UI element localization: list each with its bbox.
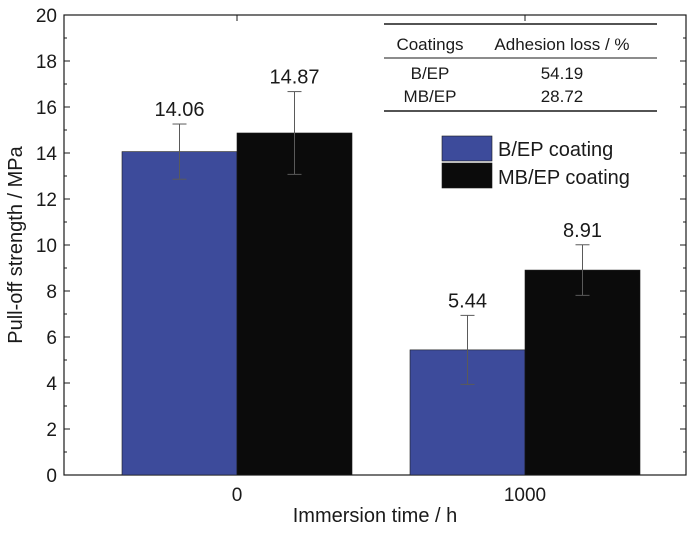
legend-swatch-mb-ep — [441, 162, 493, 189]
y-tick-label: 0 — [46, 466, 57, 487]
y-tick-label: 8 — [46, 282, 57, 303]
y-tick-label: 2 — [46, 420, 57, 441]
table-header-adhesion-loss: Adhesion loss / % — [494, 35, 629, 54]
legend-swatch-b-ep — [441, 135, 493, 162]
y-tick-label: 10 — [36, 236, 57, 257]
data-label: 14.87 — [269, 67, 319, 89]
y-axis-title: Pull-off strength / MPa — [5, 145, 27, 343]
data-label: 8.91 — [563, 220, 602, 242]
data-label: 14.06 — [154, 99, 204, 121]
y-axis: 0 2 4 6 8 10 12 14 16 18 20 — [36, 6, 686, 487]
legend-label-b-ep: B/EP coating — [498, 139, 613, 161]
x-tick-label: 1000 — [504, 485, 546, 506]
inset-table: Coatings Adhesion loss / % B/EP 54.19 MB… — [384, 23, 657, 112]
y-tick-label: 14 — [36, 144, 58, 165]
x-tick-label: 0 — [232, 485, 243, 506]
legend: B/EP coating MB/EP coating — [441, 135, 630, 189]
table-cell-loss-2: 28.72 — [541, 87, 584, 106]
y-tick-label: 4 — [46, 374, 57, 395]
y-tick-label: 16 — [36, 98, 57, 119]
bar-mb-ep-0 — [236, 132, 353, 476]
bars: 14.06 14.87 5.44 8.91 — [121, 67, 641, 476]
y-tick-label: 20 — [36, 6, 57, 27]
y-tick-label: 18 — [36, 52, 57, 73]
table-cell-coating-2: MB/EP — [404, 87, 457, 106]
legend-label-mb-ep: MB/EP coating — [498, 167, 630, 189]
data-label: 5.44 — [448, 290, 487, 312]
x-axis-title: Immersion time / h — [293, 505, 457, 527]
bar-mb-ep-1000 — [524, 269, 641, 476]
y-tick-label: 12 — [36, 190, 57, 211]
bar-b-ep-0 — [121, 151, 238, 476]
table-cell-loss-1: 54.19 — [541, 64, 584, 83]
table-header-coatings: Coatings — [396, 35, 463, 54]
y-tick-label: 6 — [46, 328, 57, 349]
table-cell-coating-1: B/EP — [411, 64, 450, 83]
